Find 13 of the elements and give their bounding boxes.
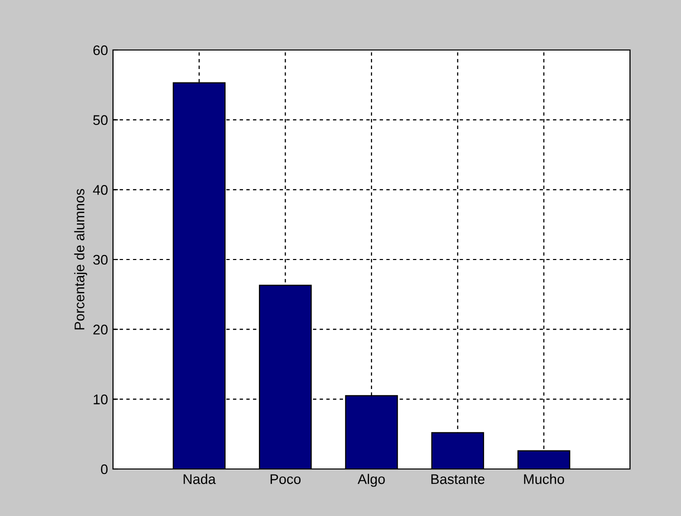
y-tick-label: 10 xyxy=(94,394,108,404)
y-axis-title: Porcentaje de alumnos xyxy=(74,188,88,330)
x-tick-label: Nada xyxy=(184,474,216,484)
y-tick-label: 30 xyxy=(93,254,108,265)
x-tick-label: Mucho xyxy=(524,474,564,484)
x-tick-label: Algo xyxy=(358,474,385,487)
y-tick-label: 0 xyxy=(100,464,108,474)
y-tick-label: 20 xyxy=(93,324,108,335)
x-tick-label: Poco xyxy=(270,474,301,484)
y-tick-label: 40 xyxy=(93,185,108,195)
x-tick-label: Bastante xyxy=(431,474,484,484)
y-tick-label: 60 xyxy=(93,45,108,56)
y-tick-label: 50 xyxy=(93,115,108,126)
